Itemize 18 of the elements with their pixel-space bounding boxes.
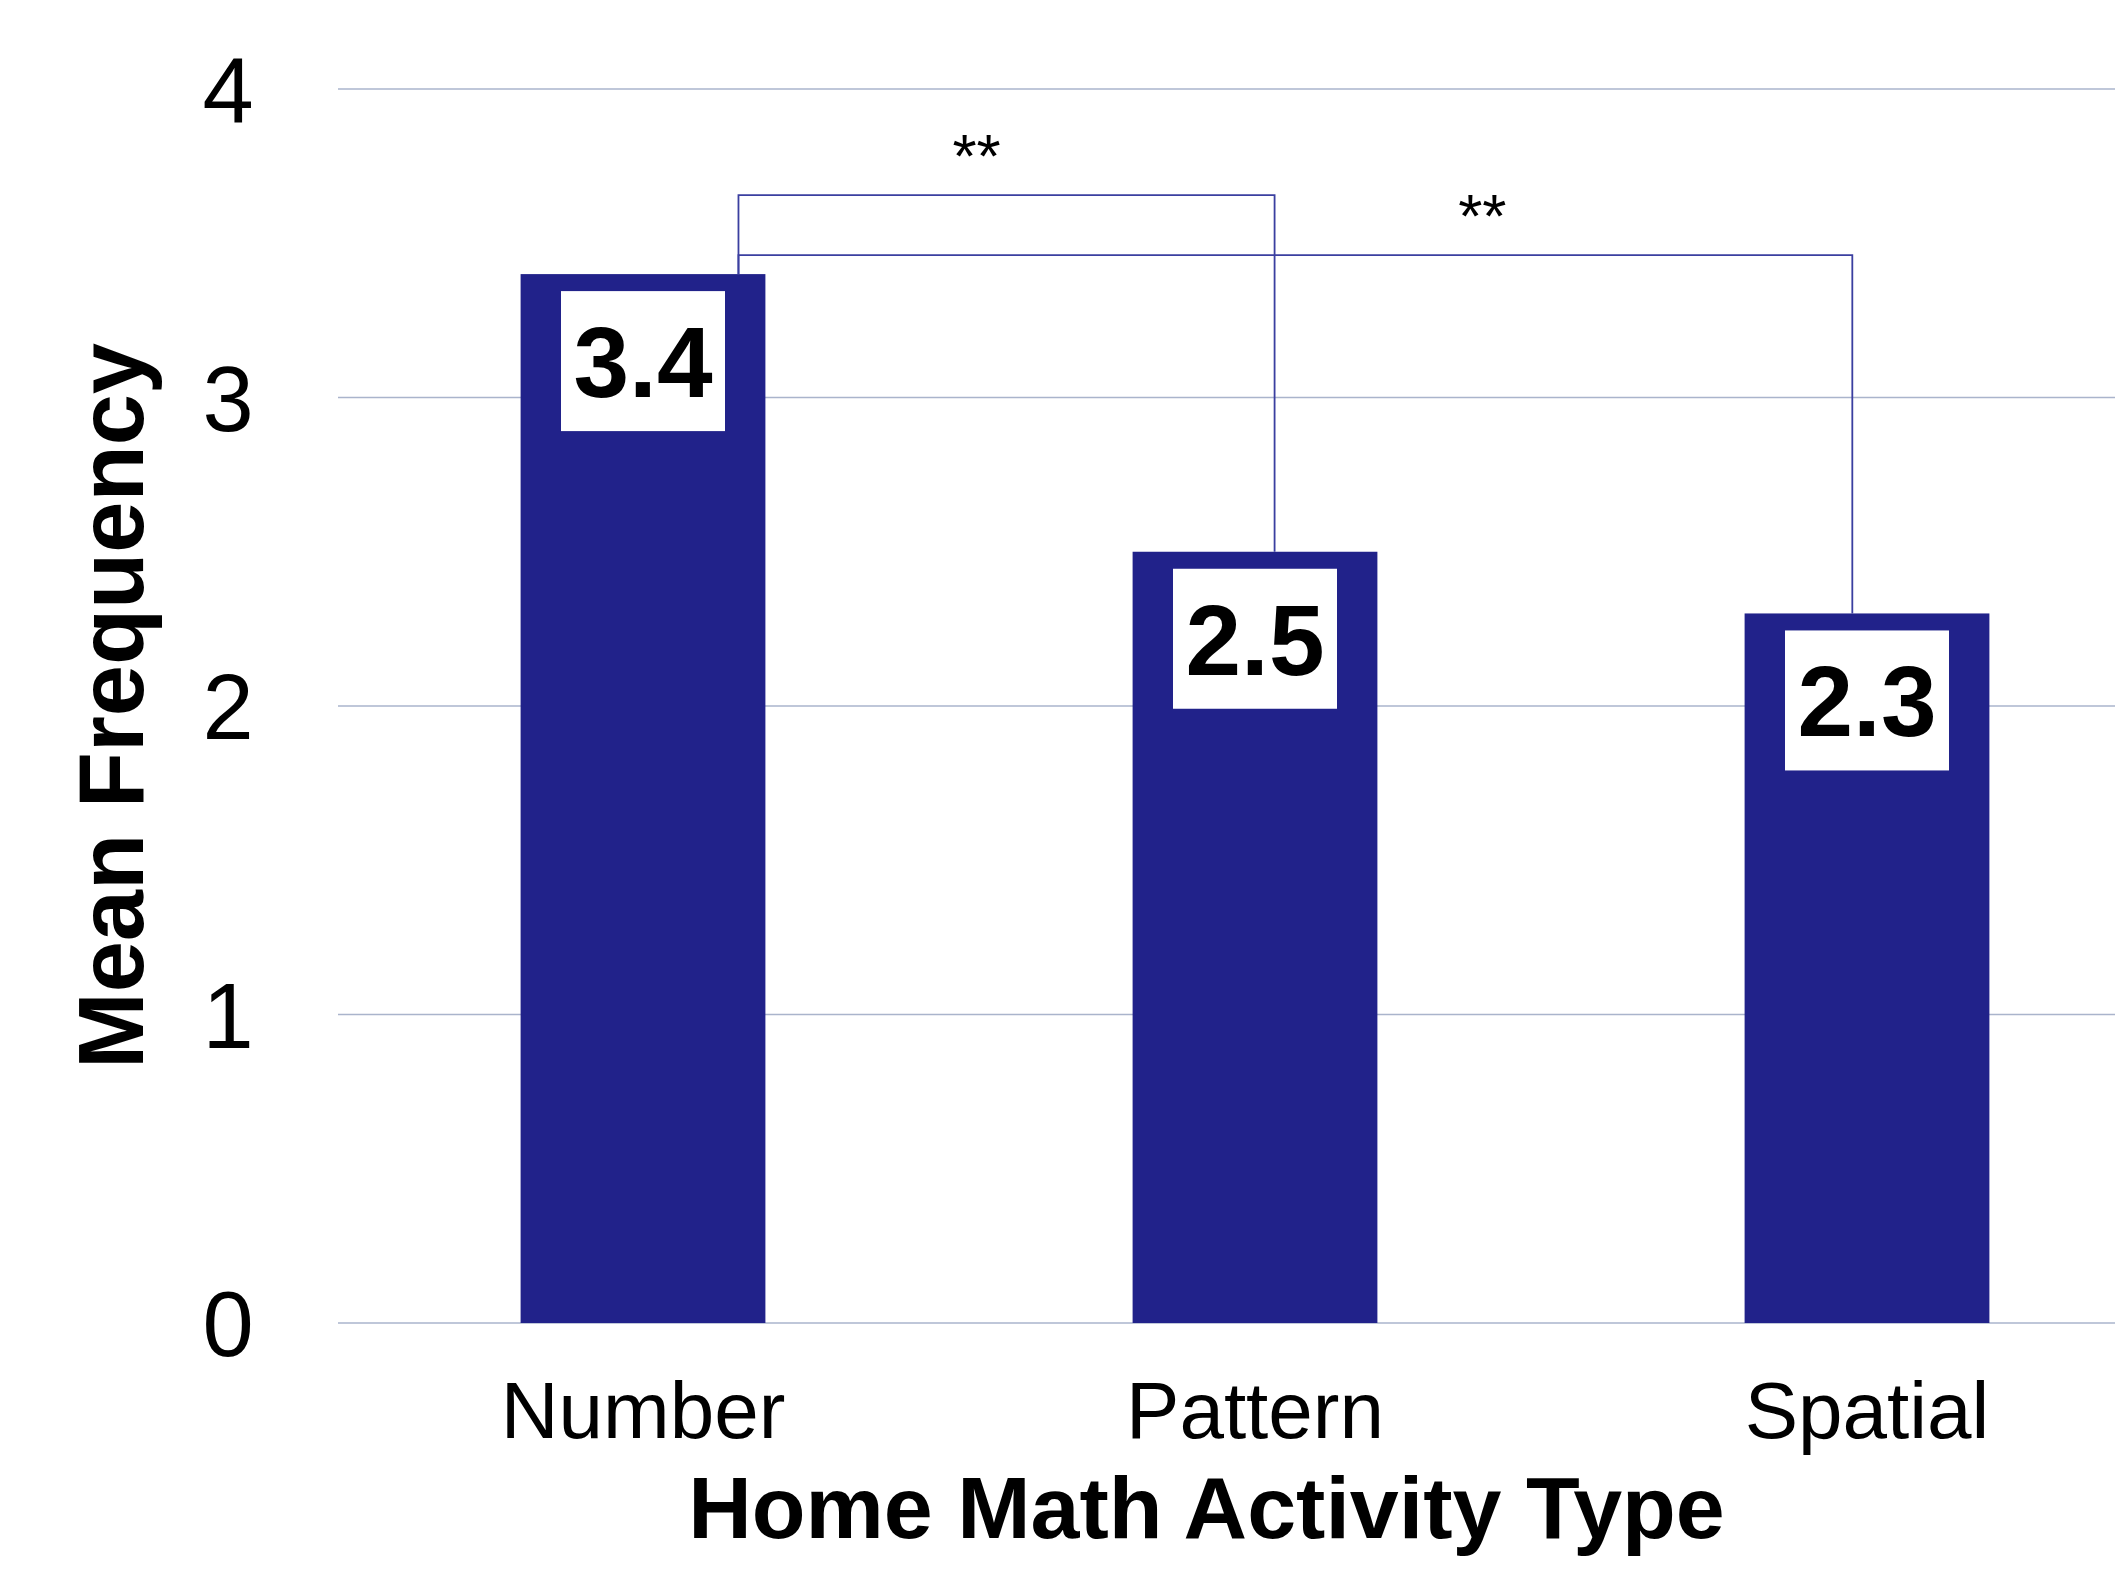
- y-tick-label: 3: [202, 347, 254, 450]
- data-label: 2.5: [1185, 583, 1325, 696]
- annotation: **: [1458, 181, 1507, 251]
- annotation: **: [952, 121, 1001, 191]
- bar: [1744, 613, 1990, 1323]
- y-tick-label: 1: [202, 964, 254, 1067]
- y-tick-label: 2: [202, 656, 254, 759]
- data-label: 2.3: [1797, 645, 1937, 758]
- x-tick-label: Number: [500, 1366, 786, 1455]
- bar: [520, 274, 766, 1323]
- bar: [1132, 551, 1378, 1323]
- x-tick-label: Pattern: [1126, 1366, 1384, 1455]
- y-tick-label: 4: [202, 39, 254, 142]
- x-tick-label: Spatial: [1744, 1366, 1990, 1455]
- y-tick-label: 0: [202, 1273, 254, 1376]
- y-axis-title: Mean Frequency: [60, 343, 162, 1069]
- x-axis-title: Home Math Activity Type: [688, 1458, 1725, 1557]
- data-label: 3.4: [573, 306, 713, 419]
